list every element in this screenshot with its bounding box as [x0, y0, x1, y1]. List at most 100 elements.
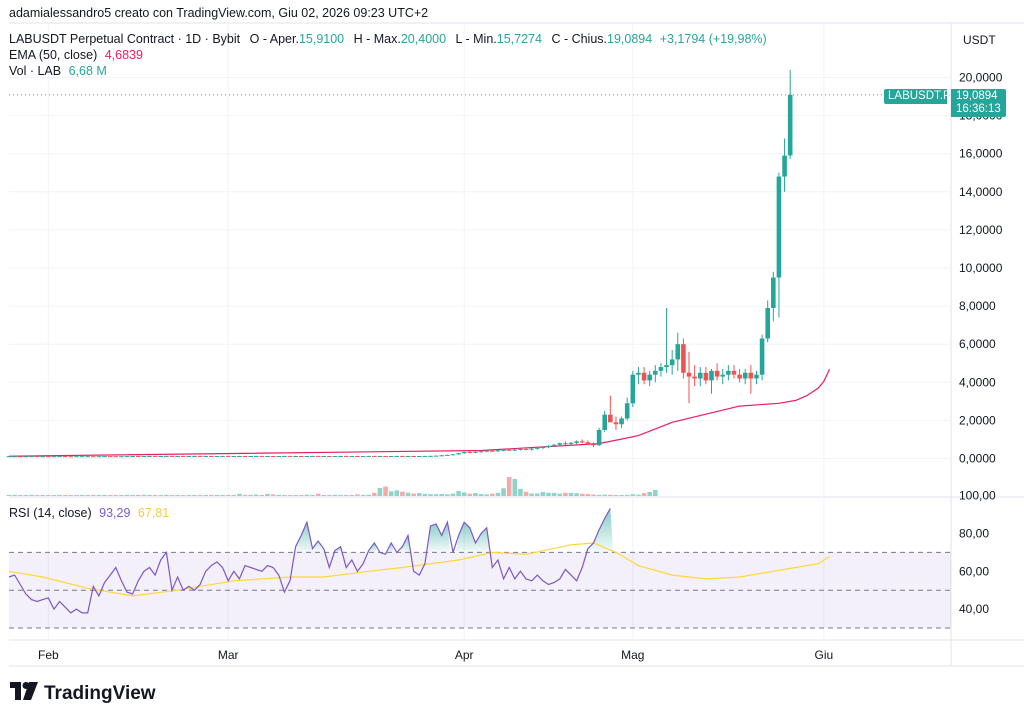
candle-body — [68, 456, 74, 458]
candle-body — [220, 455, 225, 457]
candle — [759, 334, 765, 381]
candle — [467, 450, 473, 454]
volume-bar — [315, 493, 321, 496]
candle-body — [641, 372, 647, 381]
volume-bar — [360, 494, 366, 496]
volume-bar — [478, 494, 484, 496]
byline: adamialessandro5 creato con TradingView.… — [9, 6, 429, 20]
candle-body — [209, 456, 214, 458]
candle — [630, 370, 636, 408]
tradingview-logo[interactable]: TradingView — [10, 682, 156, 706]
candle — [62, 456, 68, 458]
volume-bar — [546, 492, 551, 496]
candle-body — [372, 455, 377, 457]
volume-bar — [12, 494, 17, 496]
candle — [787, 69, 793, 159]
price-tag-symbol: LABUSDT.P — [884, 89, 951, 104]
candle-body — [540, 447, 546, 449]
candle-body — [602, 414, 608, 430]
volume-bar — [630, 494, 636, 496]
volume-bar — [321, 495, 327, 496]
candle — [113, 456, 119, 458]
candle-body — [293, 456, 298, 458]
candle-body — [6, 456, 12, 458]
rsi-legend[interactable]: RSI (14, close) 93,29 67,81 — [9, 506, 169, 520]
volume-bar — [461, 492, 467, 496]
candle-body — [726, 370, 731, 375]
volume-bar — [85, 495, 90, 496]
candle — [495, 449, 501, 453]
candle-body — [754, 374, 759, 379]
candle-body — [192, 455, 197, 457]
candle-body — [152, 455, 158, 457]
candle-body — [321, 456, 327, 458]
open-label: O — [249, 32, 260, 46]
candle — [242, 455, 248, 458]
volume-bar — [394, 490, 400, 496]
candle-body — [366, 455, 371, 457]
candle — [253, 455, 259, 457]
volume-bar — [310, 494, 315, 496]
candle — [664, 308, 669, 373]
candle — [501, 448, 506, 452]
price-tick-label: 20,0000 — [959, 71, 1003, 85]
volume-bar — [169, 495, 175, 496]
candle — [456, 452, 461, 455]
candle-body — [613, 422, 619, 425]
symbol-line[interactable]: LABUSDT Perpetual Contract · 1D · Bybit — [9, 32, 241, 46]
candle-body — [17, 456, 23, 458]
candle — [203, 455, 208, 458]
candle-body — [175, 456, 180, 458]
currency-label[interactable]: USDT — [963, 33, 996, 47]
volume-bar — [411, 493, 416, 496]
time-tick-label: Mag — [621, 648, 644, 662]
candle — [579, 439, 585, 444]
open-value: 15,9100 — [298, 32, 345, 46]
candle-body — [248, 456, 253, 458]
volume-bar — [119, 495, 124, 496]
candle-body — [40, 456, 46, 458]
candle-body — [46, 456, 51, 458]
candle-body — [197, 455, 203, 457]
candle — [619, 416, 624, 429]
volume-bar — [608, 494, 613, 496]
volume-bar — [653, 489, 658, 496]
candle — [130, 455, 135, 458]
tradingview-logo-icon — [10, 682, 38, 706]
time-tick-label: Mar — [218, 648, 239, 662]
candle — [473, 451, 478, 454]
candle-body — [85, 456, 90, 458]
candle — [709, 368, 714, 394]
volume-bar — [79, 495, 85, 496]
candle-body — [478, 451, 484, 453]
volume-bar — [220, 495, 225, 496]
candle — [506, 448, 512, 451]
ema-label: EMA (50, close) — [9, 48, 98, 62]
candle — [360, 456, 366, 458]
candle-body — [433, 455, 439, 457]
volume-bar — [91, 495, 96, 496]
candle-body — [74, 456, 79, 458]
candle-body — [130, 456, 135, 458]
candle-body — [501, 449, 506, 451]
volume-bar — [147, 494, 152, 496]
candle — [405, 455, 411, 458]
candle — [91, 456, 96, 458]
candle-body — [310, 455, 315, 457]
volume-bar — [484, 494, 489, 496]
candle — [681, 338, 686, 379]
volume-bar — [529, 493, 534, 496]
candle — [265, 455, 270, 458]
candle — [714, 363, 720, 381]
ema-legend[interactable]: EMA (50, close) 4,6839 — [9, 48, 143, 62]
candle — [57, 456, 62, 458]
candle — [304, 456, 310, 458]
low-label: L — [455, 32, 463, 46]
candle — [377, 455, 383, 458]
volume-bar — [152, 495, 158, 496]
candle — [534, 447, 540, 450]
close-value: 19,0894 — [607, 32, 653, 46]
volume-legend[interactable]: Vol · LAB 6,68 M — [9, 64, 107, 78]
